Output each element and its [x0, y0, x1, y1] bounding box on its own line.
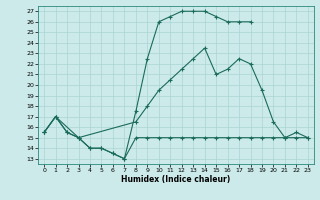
X-axis label: Humidex (Indice chaleur): Humidex (Indice chaleur) [121, 175, 231, 184]
